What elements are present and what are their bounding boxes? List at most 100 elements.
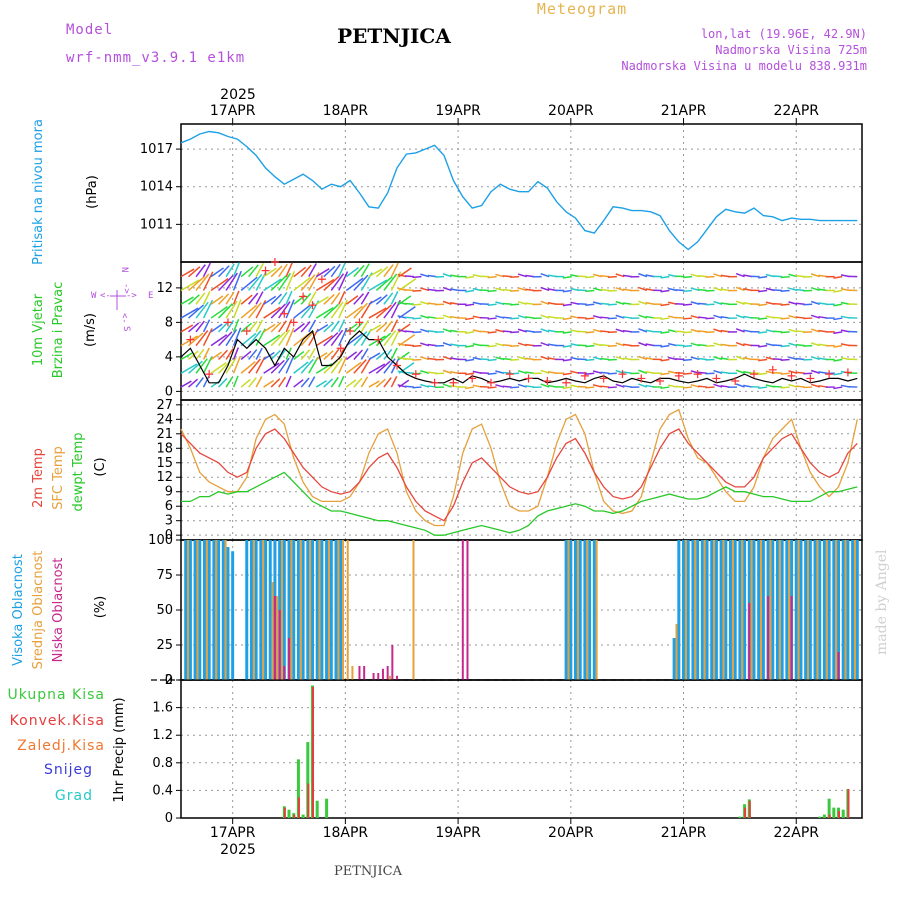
wind-arrow: [675, 302, 685, 306]
wind-arrow: [240, 304, 258, 319]
wind-arrow: [404, 302, 415, 306]
wind-arrow: [232, 299, 242, 319]
wind-arrow: [810, 328, 820, 333]
wind-arrow: [248, 264, 259, 278]
wind-arrow: [383, 348, 393, 360]
mid-cloud-bar: [595, 540, 598, 680]
high-cloud-bar: [264, 540, 268, 680]
wind-arrow: [323, 293, 335, 305]
mid-cloud-bar: [342, 540, 345, 680]
total-precip-bar: [841, 809, 845, 818]
wind-arrow: [773, 289, 783, 292]
high-cloud-bar: [733, 540, 737, 680]
wind-arrow: [660, 386, 670, 390]
wind-arrow: [412, 317, 422, 320]
wind-arrow: [638, 383, 648, 388]
wind-ytick-label: 0: [165, 384, 173, 399]
total-precip-bar: [827, 798, 831, 818]
wind-arrow: [540, 383, 550, 388]
wind-arrow: [810, 342, 820, 347]
wind-arrow: [255, 291, 264, 305]
wind-arrow: [833, 317, 843, 321]
wind-arrow: [442, 314, 452, 319]
wind-arrow: [660, 317, 670, 321]
wind-arrow: [502, 302, 512, 306]
wind-arrow: [232, 375, 239, 388]
model-name: wrf-nmm_v3.9.1 e1km: [66, 50, 245, 66]
wind-arrow: [330, 301, 344, 319]
wind-arrow: [487, 275, 497, 279]
wind-arrow: [300, 377, 310, 388]
mid-cloud-bar: [731, 540, 734, 680]
high-cloud-bar: [193, 540, 197, 680]
gust-marker: [289, 318, 298, 327]
wind-arrow: [390, 319, 399, 333]
wind-arrow: [368, 335, 386, 347]
high-cloud-bar: [724, 540, 728, 680]
wind-arrow: [705, 303, 715, 306]
wind-arrow: [660, 358, 670, 362]
gust-marker: [261, 266, 270, 275]
wind-arrow: [735, 355, 745, 361]
wind-arrow: [487, 289, 497, 293]
wind-arrow: [705, 317, 715, 320]
wind-arrow: [383, 358, 396, 374]
wind-arrow: [263, 379, 275, 388]
wind-arrow: [180, 380, 192, 388]
wind-arrow: [270, 293, 282, 305]
gust-marker: [749, 370, 758, 379]
high-cloud-bar: [752, 540, 756, 680]
gust-marker: [430, 378, 439, 387]
high-cloud-bar: [804, 540, 808, 680]
low-cloud-bar: [358, 666, 361, 680]
high-cloud-bar: [254, 540, 258, 680]
wind-arrow: [442, 342, 452, 347]
wind-arrow: [682, 303, 693, 306]
wind-arrow: [330, 263, 341, 278]
wind-arrow: [442, 286, 452, 292]
low-cloud-bar: [461, 540, 464, 680]
mid-cloud-bar: [788, 540, 791, 680]
wind-arrow: [705, 386, 715, 389]
wind-arrow: [202, 271, 214, 291]
wind-arrow: [773, 302, 783, 306]
total-precip-bar: [315, 800, 319, 818]
mid-cloud-bar: [187, 540, 190, 680]
gust-marker: [806, 374, 815, 383]
gust-marker: [486, 378, 495, 387]
pressure-unit: (hPa): [85, 175, 100, 209]
low-cloud-bar: [363, 666, 366, 680]
wind-arrow: [300, 321, 311, 333]
high-cloud-bar: [259, 540, 263, 680]
gust-marker: [768, 365, 777, 374]
high-cloud-bar: [578, 540, 582, 680]
wind-arrow: [315, 296, 329, 305]
low-cloud-bar: [837, 652, 840, 680]
wind-arrow: [375, 378, 386, 388]
wind-arrow: [293, 322, 305, 333]
temp-unit: (C): [93, 457, 108, 476]
cloud-ylabel-high: Visoka Oblacnost: [11, 554, 26, 666]
temperature-ytick-label: 21: [156, 427, 173, 442]
wind-arrow: [638, 314, 648, 319]
wind-arrow: [263, 295, 277, 305]
wind-arrow: [562, 358, 572, 362]
wind-arrow: [780, 289, 790, 293]
wind-arrow: [682, 331, 693, 334]
mid-cloud-bar: [351, 666, 354, 680]
high-cloud-bar: [564, 540, 568, 680]
wind-arrow: [517, 314, 527, 319]
pressure-line: [180, 130, 858, 251]
wind-arrow: [368, 296, 382, 305]
wind-arrow: [442, 383, 452, 388]
wind-arrow: [210, 295, 224, 305]
wind-arrow: [833, 331, 843, 335]
gust-marker: [524, 374, 533, 383]
wind-arrow: [248, 320, 258, 333]
wind-arrow: [412, 331, 422, 334]
wind-arrow: [758, 386, 768, 389]
x-day-label-top: 20APR: [548, 103, 594, 119]
conv-precip-bar: [847, 789, 850, 818]
